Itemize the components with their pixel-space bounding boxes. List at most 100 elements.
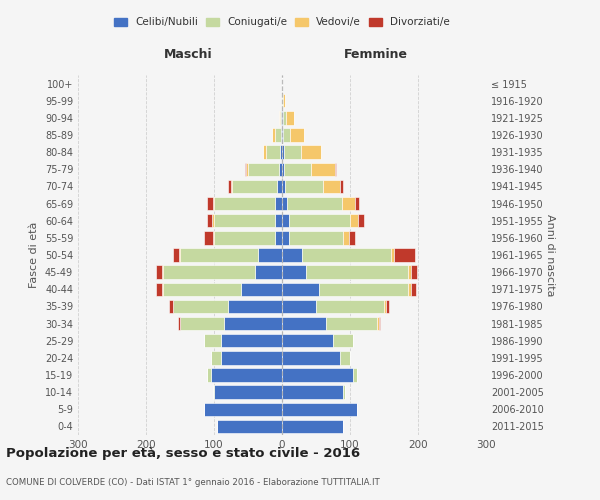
Bar xyxy=(282,402,357,416)
Bar xyxy=(282,248,302,262)
Bar xyxy=(335,162,337,176)
Bar xyxy=(282,111,283,124)
Bar xyxy=(178,317,180,330)
Bar xyxy=(282,317,326,330)
Bar xyxy=(214,231,275,244)
Bar xyxy=(286,180,323,193)
Bar xyxy=(161,266,163,279)
Bar xyxy=(282,368,353,382)
Bar xyxy=(221,334,282,347)
Bar xyxy=(173,248,179,262)
Bar xyxy=(278,162,282,176)
Bar xyxy=(355,197,359,210)
Bar xyxy=(282,180,286,193)
Bar xyxy=(282,282,319,296)
Bar xyxy=(272,128,275,141)
Bar xyxy=(212,386,214,399)
Bar xyxy=(281,128,282,141)
Bar xyxy=(205,231,212,244)
Bar xyxy=(282,300,316,313)
Bar xyxy=(343,386,344,399)
Bar xyxy=(379,317,380,330)
Bar xyxy=(410,266,418,279)
Bar xyxy=(228,180,231,193)
Bar xyxy=(282,197,287,210)
Bar xyxy=(255,266,282,279)
Bar xyxy=(266,146,280,159)
Bar xyxy=(342,197,355,210)
Bar xyxy=(343,231,349,244)
Bar xyxy=(275,214,282,228)
Bar xyxy=(280,146,282,159)
Bar xyxy=(316,300,384,313)
Bar xyxy=(211,351,221,364)
Bar xyxy=(227,300,282,313)
Bar xyxy=(161,282,163,296)
Bar xyxy=(275,128,281,141)
Bar xyxy=(212,197,214,210)
Bar xyxy=(289,214,350,228)
Bar xyxy=(212,231,214,244)
Bar xyxy=(282,94,283,108)
Bar xyxy=(287,197,342,210)
Bar xyxy=(248,162,278,176)
Y-axis label: Fasce di età: Fasce di età xyxy=(29,222,39,288)
Bar xyxy=(282,420,343,433)
Bar xyxy=(282,386,343,399)
Legend: Celibi/Nubili, Coniugati/e, Vedovi/e, Divorziati/e: Celibi/Nubili, Coniugati/e, Vedovi/e, Di… xyxy=(112,16,452,30)
Bar xyxy=(204,334,221,347)
Bar xyxy=(408,282,410,296)
Bar xyxy=(275,231,282,244)
Text: Popolazione per età, sesso e stato civile - 2016: Popolazione per età, sesso e stato civil… xyxy=(6,448,360,460)
Bar xyxy=(156,266,161,279)
Bar xyxy=(258,248,282,262)
Text: Maschi: Maschi xyxy=(164,48,212,60)
Bar xyxy=(282,162,284,176)
Bar xyxy=(350,214,358,228)
Bar xyxy=(394,248,415,262)
Bar xyxy=(173,300,227,313)
Bar xyxy=(275,197,282,210)
Bar xyxy=(391,248,394,262)
Bar xyxy=(169,300,173,313)
Text: Femmine: Femmine xyxy=(344,48,408,60)
Bar xyxy=(410,282,416,296)
Bar xyxy=(217,420,282,433)
Bar xyxy=(302,248,391,262)
Bar xyxy=(290,128,304,141)
Bar xyxy=(224,317,282,330)
Bar xyxy=(319,282,408,296)
Bar xyxy=(214,386,282,399)
Bar xyxy=(349,231,355,244)
Bar xyxy=(306,266,408,279)
Bar xyxy=(231,180,232,193)
Bar xyxy=(326,317,377,330)
Bar xyxy=(156,282,161,296)
Bar xyxy=(278,111,280,124)
Bar xyxy=(311,162,335,176)
Bar xyxy=(358,214,364,228)
Bar xyxy=(212,214,214,228)
Bar xyxy=(323,180,340,193)
Bar xyxy=(333,334,353,347)
Bar xyxy=(377,317,379,330)
Bar xyxy=(163,266,255,279)
Bar xyxy=(207,197,212,210)
Bar xyxy=(214,214,275,228)
Bar xyxy=(384,300,386,313)
Bar xyxy=(163,282,241,296)
Bar xyxy=(283,111,286,124)
Bar xyxy=(282,266,306,279)
Bar xyxy=(283,94,285,108)
Bar xyxy=(263,146,266,159)
Bar xyxy=(180,248,258,262)
Bar xyxy=(289,231,343,244)
Bar xyxy=(211,368,282,382)
Y-axis label: Anni di nascita: Anni di nascita xyxy=(545,214,555,296)
Bar xyxy=(284,146,301,159)
Bar xyxy=(232,180,277,193)
Text: COMUNE DI COLVERDE (CO) - Dati ISTAT 1° gennaio 2016 - Elaborazione TUTTITALIA.I: COMUNE DI COLVERDE (CO) - Dati ISTAT 1° … xyxy=(6,478,380,487)
Bar xyxy=(207,368,211,382)
Bar xyxy=(282,146,284,159)
Bar xyxy=(340,180,343,193)
